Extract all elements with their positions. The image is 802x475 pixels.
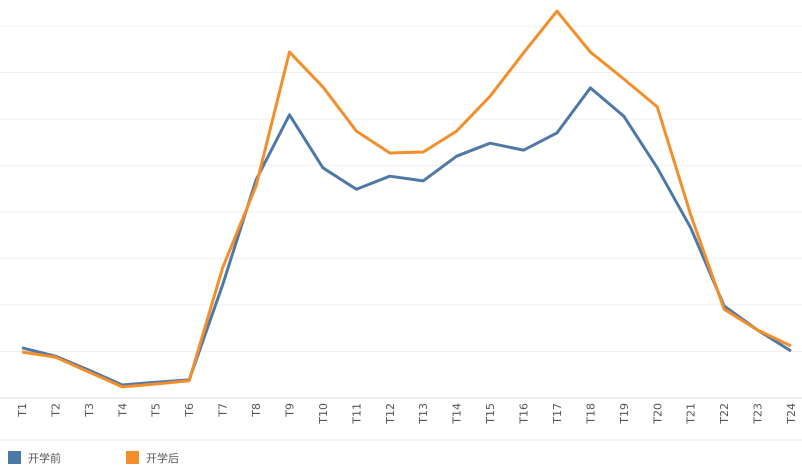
x-tick-label: T8 — [250, 403, 263, 418]
series-line — [21, 9, 792, 389]
x-tick-label: T14 — [451, 403, 464, 425]
x-tick-label: T4 — [116, 403, 129, 418]
x-tick-label: T23 — [752, 403, 765, 425]
x-tick-label: T7 — [217, 403, 230, 418]
x-tick-label: T17 — [551, 403, 564, 425]
legend-swatch — [8, 451, 21, 464]
x-tick-label: T13 — [417, 403, 430, 425]
x-tick-label: T1 — [16, 403, 29, 418]
legend-label: 开学后 — [146, 451, 179, 465]
x-tick-label: T11 — [350, 403, 363, 425]
x-tick-label: T5 — [150, 403, 163, 418]
legend-swatch — [126, 451, 139, 464]
legend-label: 开学前 — [28, 451, 61, 465]
x-tick-label: T15 — [484, 403, 497, 425]
x-tick-label: T20 — [651, 403, 664, 425]
x-tick-label: T9 — [283, 403, 296, 418]
x-tick-label: T24 — [785, 403, 798, 425]
x-tick-label: T3 — [83, 403, 96, 418]
series-line — [21, 86, 792, 387]
x-tick-label: T22 — [718, 403, 731, 425]
x-tick-label: T12 — [384, 403, 397, 425]
x-tick-label: T6 — [183, 403, 196, 418]
x-tick-label: T10 — [317, 403, 330, 425]
x-tick-label: T19 — [618, 403, 631, 425]
x-tick-label: T2 — [49, 403, 62, 418]
x-tick-label: T21 — [685, 403, 698, 425]
x-tick-label: T18 — [584, 403, 597, 425]
x-tick-label: T16 — [518, 403, 531, 425]
